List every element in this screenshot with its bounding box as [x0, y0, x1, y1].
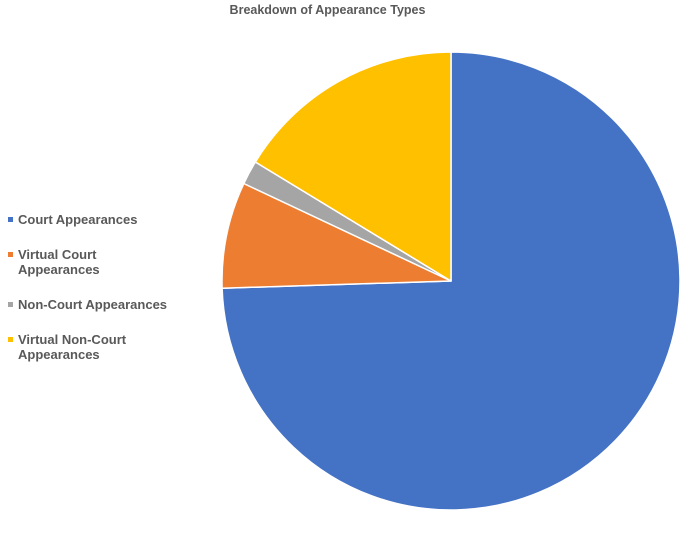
- legend-label-virtual-court-appearances: Virtual Court Appearances: [18, 247, 100, 277]
- legend-swatch-virtual-non-court-appearances: [8, 337, 13, 342]
- legend-item-virtual-non-court-appearances: Virtual Non-Court Appearances: [8, 332, 218, 362]
- legend-label-court-appearances: Court Appearances: [18, 212, 138, 227]
- legend-item-virtual-court-appearances: Virtual Court Appearances: [8, 247, 218, 277]
- chart-legend: Court Appearances Virtual Court Appearan…: [8, 212, 218, 382]
- legend-item-court-appearances: Court Appearances: [8, 212, 218, 227]
- chart-title-text: Breakdown of Appearance Types: [229, 3, 426, 17]
- legend-swatch-non-court-appearances: [8, 302, 13, 307]
- pie-slice-virtual-court-appearances: [221, 182, 452, 289]
- legend-item-non-court-appearances: Non-Court Appearances: [8, 297, 218, 312]
- legend-label-non-court-appearances: Non-Court Appearances: [18, 297, 168, 312]
- chart-title: Breakdown of Appearance Types: [0, 3, 689, 17]
- legend-swatch-court-appearances: [8, 217, 13, 222]
- legend-label-virtual-non-court-appearances: Virtual Non-Court Appearances: [18, 332, 127, 362]
- legend-swatch-virtual-court-appearances: [8, 252, 13, 257]
- pie-slice-virtual-non-court-appearances: [254, 51, 452, 282]
